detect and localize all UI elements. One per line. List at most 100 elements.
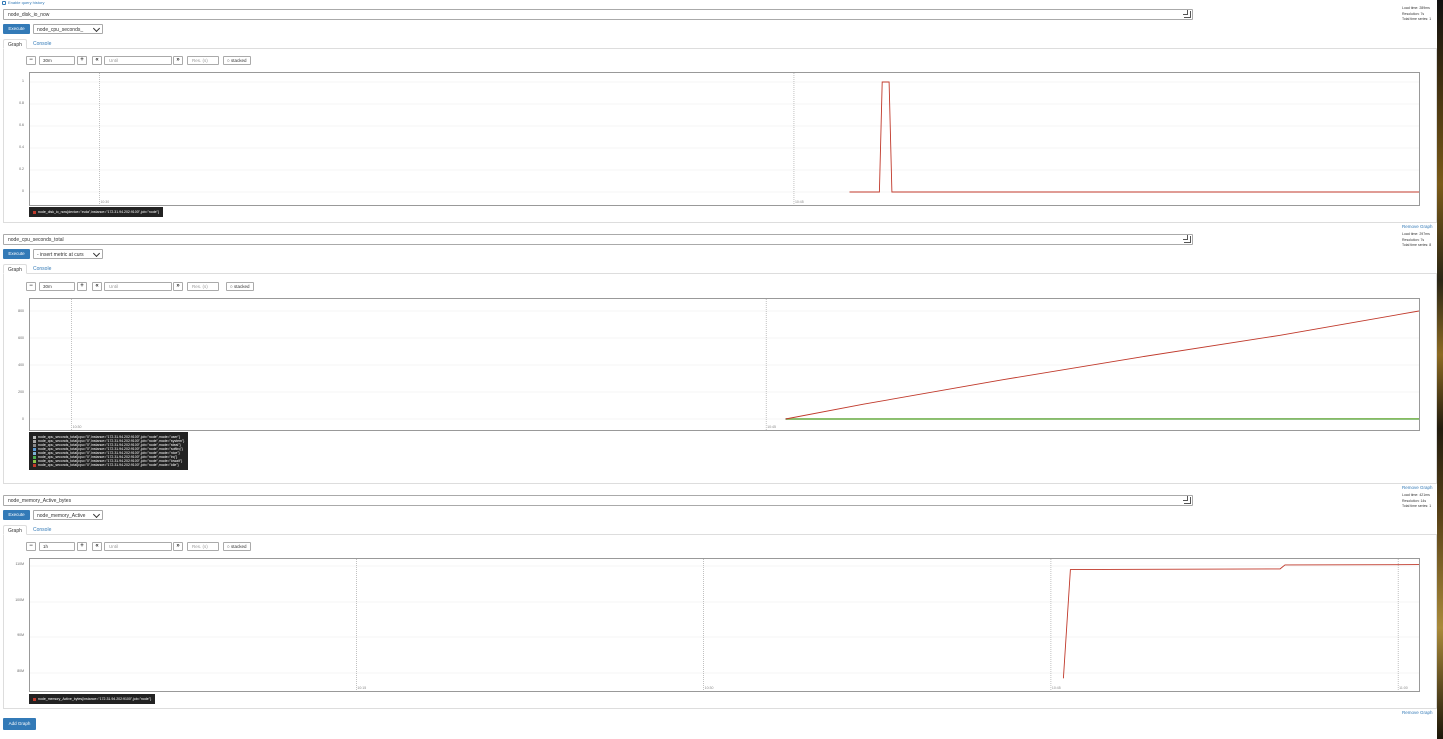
stacked-label: stacked	[230, 544, 247, 549]
legend-item[interactable]: node_cpu_seconds_total{cpu="0",instance=…	[33, 451, 184, 455]
expression-input[interactable]: node_cpu_seconds_total	[3, 234, 1193, 245]
range-increase-button[interactable]: +	[77, 282, 87, 291]
legend-label: node_cpu_seconds_total{cpu="0",instance=…	[38, 439, 185, 443]
legend-swatch	[33, 435, 36, 439]
plot-area[interactable]: 10:30 10:45	[29, 298, 1420, 431]
range-decrease-button[interactable]: −	[26, 56, 36, 65]
legend-label: node_cpu_seconds_total{cpu="0",instance=…	[38, 447, 183, 451]
plot-area[interactable]: 10:30 10:45	[29, 72, 1420, 206]
execute-button[interactable]: Execute	[3, 24, 30, 34]
y-label: 90M	[17, 633, 24, 637]
remove-graph-link[interactable]: Remove Graph	[1402, 224, 1433, 229]
legend-item[interactable]: node_cpu_seconds_total{cpu="0",instance=…	[33, 463, 184, 467]
legend-item[interactable]: node_cpu_seconds_total{cpu="0",instance=…	[33, 435, 184, 439]
chevron-down-icon	[92, 25, 101, 33]
y-label: 400	[18, 363, 24, 367]
legend-swatch	[33, 439, 36, 443]
legend-item[interactable]: node_cpu_seconds_total{cpu="0",instance=…	[33, 443, 184, 447]
history-checkbox[interactable]	[2, 0, 6, 5]
range-input[interactable]: 1h	[39, 542, 75, 551]
until-input[interactable]: Until	[104, 542, 172, 551]
metric-select-value: node_memory_Active	[37, 513, 86, 519]
x-tick-label: 10:45	[1052, 686, 1061, 690]
panel-tabs: Graph Console	[3, 264, 1437, 274]
tab-console[interactable]: Console	[33, 41, 52, 47]
y-label: 0	[22, 189, 24, 193]
resolution: Resolution: 14s	[1402, 498, 1427, 503]
resize-handle-icon[interactable]	[1183, 496, 1191, 504]
tab-graph[interactable]: Graph	[3, 39, 27, 49]
legend-label: node_cpu_seconds_total{cpu="0",instance=…	[38, 451, 180, 455]
until-input[interactable]: Until	[104, 56, 172, 65]
enable-query-history[interactable]: Enable query history	[2, 0, 44, 5]
resize-handle-icon[interactable]	[1183, 10, 1191, 18]
time-back-button[interactable]: «	[92, 56, 102, 65]
y-label: 100M	[15, 598, 24, 602]
legend-item[interactable]: node_cpu_seconds_total{cpu="0",instance=…	[33, 439, 184, 443]
total-time-series: Total time series: 8	[1402, 243, 1432, 247]
series-line	[785, 310, 1419, 420]
graph-container: − 30m + « Until » Res. (s) ○ stacked 800…	[3, 274, 1437, 484]
execute-button[interactable]: Execute	[3, 510, 30, 520]
metric-select[interactable]: - insert metric at curs	[33, 249, 103, 259]
x-tick-label: 10:45	[795, 200, 804, 204]
stacked-button[interactable]: ○ stacked	[223, 56, 251, 65]
range-decrease-button[interactable]: −	[26, 542, 36, 551]
expression-input[interactable]: node_disk_io_now	[3, 9, 1193, 20]
legend-swatch	[33, 443, 36, 447]
legend-item[interactable]: node_cpu_seconds_total{cpu="0",instance=…	[33, 459, 184, 463]
tab-console[interactable]: Console	[33, 527, 52, 533]
legend-label: node_cpu_seconds_total{cpu="0",instance=…	[38, 459, 183, 463]
execute-button[interactable]: Execute	[3, 249, 30, 259]
stacked-label: stacked	[230, 58, 247, 63]
stacked-button[interactable]: ○ stacked	[226, 282, 254, 291]
stacked-icon: ○	[230, 284, 233, 289]
range-decrease-button[interactable]: −	[26, 282, 36, 291]
legend-swatch	[33, 459, 36, 463]
resolution-input[interactable]: Res. (s)	[187, 282, 219, 291]
legend: node_disk_io_now{device="xvda",instance=…	[29, 207, 164, 217]
remove-graph-link[interactable]: Remove Graph	[1402, 485, 1433, 490]
y-label: 0	[22, 417, 24, 421]
stacked-button[interactable]: ○ stacked	[223, 542, 251, 551]
legend-label: node_memory_Active_bytes{instance="172.3…	[38, 697, 152, 701]
resolution-input[interactable]: Res. (s)	[187, 542, 219, 551]
plot-area[interactable]: 10:15 10:30 10:45 11:00	[29, 558, 1420, 692]
legend-item[interactable]: node_memory_Active_bytes{instance="172.3…	[33, 697, 151, 701]
remove-graph-link[interactable]: Remove Graph	[1402, 710, 1433, 715]
y-label: 1	[22, 79, 24, 83]
load-time: Load time: 421ms	[1402, 493, 1430, 497]
resolution-input[interactable]: Res. (s)	[187, 56, 219, 65]
expression-input[interactable]: node_memory_Active_bytes	[3, 495, 1193, 506]
legend-item[interactable]: node_cpu_seconds_total{cpu="0",instance=…	[33, 455, 184, 459]
legend-swatch	[33, 447, 36, 451]
tab-console[interactable]: Console	[33, 266, 52, 272]
range-increase-button[interactable]: +	[77, 56, 87, 65]
resize-handle-icon[interactable]	[1183, 235, 1191, 243]
until-input[interactable]: Until	[104, 282, 172, 291]
legend-label: node_cpu_seconds_total{cpu="0",instance=…	[38, 443, 181, 447]
time-back-button[interactable]: «	[92, 282, 102, 291]
legend-label: node_cpu_seconds_total{cpu="0",instance=…	[38, 435, 181, 439]
tab-graph[interactable]: Graph	[3, 525, 27, 535]
chart-svg: 10:30 10:45	[30, 299, 1419, 430]
y-label: 0.4	[19, 145, 24, 149]
add-graph-button[interactable]: Add Graph	[3, 718, 36, 730]
x-tick-label: 10:30	[73, 425, 82, 429]
time-forward-button[interactable]: »	[173, 542, 183, 551]
time-forward-button[interactable]: »	[173, 56, 183, 65]
legend-item[interactable]: node_disk_io_now{device="xvda",instance=…	[33, 210, 159, 214]
tab-graph[interactable]: Graph	[3, 264, 27, 274]
time-back-button[interactable]: «	[92, 542, 102, 551]
metric-select[interactable]: node_cpu_seconds_	[33, 24, 103, 34]
resolution: Resolution: 7s	[1402, 237, 1425, 242]
chart-svg: 10:15 10:30 10:45 11:00	[30, 559, 1419, 691]
time-forward-button[interactable]: »	[173, 282, 183, 291]
legend-item[interactable]: node_cpu_seconds_total{cpu="0",instance=…	[33, 447, 184, 451]
legend-swatch	[33, 210, 36, 214]
query-stats: Load time: 297ms Resolution: 7s Total ti…	[1402, 232, 1431, 249]
range-input[interactable]: 30m	[39, 282, 75, 291]
metric-select[interactable]: node_memory_Active	[33, 510, 103, 520]
range-input[interactable]: 30m	[39, 56, 75, 65]
range-increase-button[interactable]: +	[77, 542, 87, 551]
